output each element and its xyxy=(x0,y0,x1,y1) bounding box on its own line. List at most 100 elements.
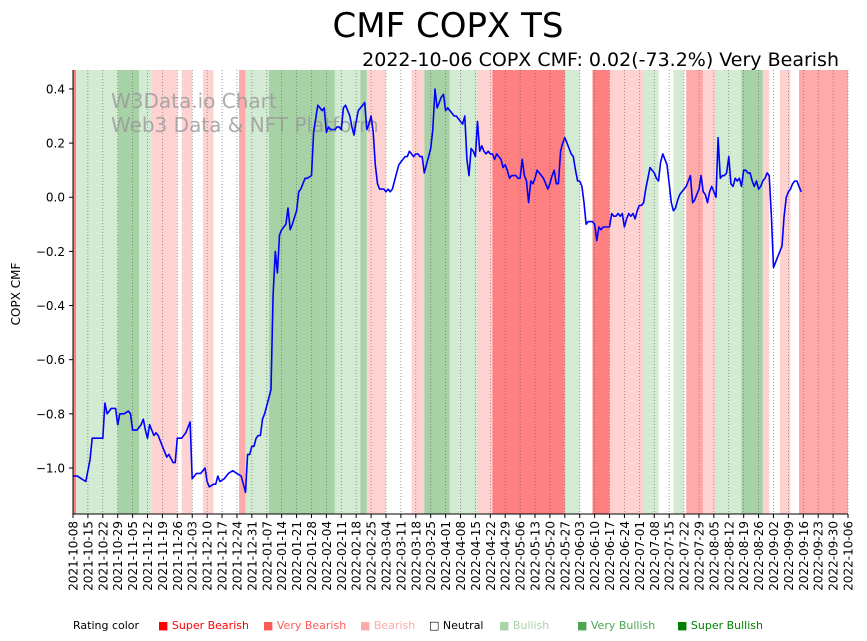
y-tick-label: −0.8 xyxy=(36,407,65,421)
legend-title: Rating color xyxy=(73,619,140,632)
x-tick-label: 2022-09-16 xyxy=(797,521,811,591)
rating-band-very-bullish xyxy=(741,70,763,514)
x-tick-label: 2021-12-31 xyxy=(245,521,259,591)
x-tick-label: 2022-07-08 xyxy=(648,521,662,591)
legend-item-bearish: ■ Bearish xyxy=(360,619,415,632)
legend-item-super-bullish: ■ Super Bullish xyxy=(677,619,763,632)
x-tick-label: 2022-01-28 xyxy=(305,521,319,591)
x-tick-label: 2022-04-08 xyxy=(454,521,468,591)
x-tick-label: 2022-03-11 xyxy=(394,521,408,591)
x-tick-label: 2021-12-17 xyxy=(216,521,230,591)
watermark-line-2: Web3 Data & NFT Platform xyxy=(111,113,379,137)
x-tick-label: 2022-10-06 xyxy=(842,521,856,591)
rating-band-bearish xyxy=(779,70,791,514)
y-tick-label: 0.0 xyxy=(46,191,65,205)
x-tick-label: 2022-08-19 xyxy=(737,521,751,591)
x-tick-label: 2021-12-10 xyxy=(201,521,215,591)
y-tick-label: −0.6 xyxy=(36,353,65,367)
rating-band-very-bearish xyxy=(686,70,704,514)
x-tick-label: 2021-10-08 xyxy=(67,521,81,591)
rating-band-bearish xyxy=(477,70,493,514)
rating-band-bearish xyxy=(366,70,386,514)
rating-band-very-bullish xyxy=(117,70,140,514)
x-tick-label: 2022-03-25 xyxy=(424,521,438,591)
x-tick-label: 2021-10-15 xyxy=(81,521,95,591)
x-tick-label: 2022-05-20 xyxy=(543,521,557,591)
rating-band-super-bearish xyxy=(492,70,565,514)
x-tick-label: 2022-03-04 xyxy=(379,521,393,591)
x-tick-label: 2022-02-25 xyxy=(365,521,379,591)
x-tick-label: 2022-07-15 xyxy=(663,521,677,591)
rating-band-bearish xyxy=(181,70,193,514)
watermark-line-1: W3Data.io Chart xyxy=(111,89,277,113)
x-tick-label: 2022-01-21 xyxy=(290,521,304,591)
x-tick-label: 2022-07-01 xyxy=(633,521,647,591)
x-tick-label: 2022-04-15 xyxy=(469,521,483,591)
x-tick-label: 2022-02-18 xyxy=(350,521,364,591)
x-tick-label: 2022-08-05 xyxy=(707,521,721,591)
x-tick-label: 2022-09-30 xyxy=(827,521,841,591)
rating-band-bullish xyxy=(139,70,152,514)
x-tick-label: 2021-11-05 xyxy=(126,521,140,591)
legend-item-bullish: ■ Bullish xyxy=(499,619,549,632)
x-tick-label: 2022-03-18 xyxy=(409,521,423,591)
x-tick-label: 2022-06-10 xyxy=(588,521,602,591)
rating-band-very-bearish xyxy=(239,70,246,514)
x-tick-label: 2022-06-03 xyxy=(573,521,587,591)
y-tick-label: −1.0 xyxy=(36,461,65,475)
y-tick-label: 0.2 xyxy=(46,137,65,151)
rating-band-bearish xyxy=(411,70,425,514)
x-tick-label: 2022-05-13 xyxy=(529,521,543,591)
rating-legend: Rating color ■ Super Bearish ■ Very Bearis… xyxy=(73,619,763,632)
x-tick-label: 2022-09-23 xyxy=(812,521,826,591)
x-tick-label: 2021-10-22 xyxy=(96,521,110,591)
rating-band-very-bullish xyxy=(424,70,450,514)
rating-band-bullish xyxy=(449,70,478,514)
x-tick-label: 2022-05-27 xyxy=(558,521,572,591)
x-tick-label: 2022-06-24 xyxy=(618,521,632,591)
rating-band-super-bearish xyxy=(592,70,610,514)
x-tick-label: 2022-01-07 xyxy=(260,521,274,591)
x-tick-label: 2021-11-26 xyxy=(171,521,185,591)
x-tick-label: 2022-07-29 xyxy=(692,521,706,591)
legend-item-very-bearish: ■ Very Bearish xyxy=(263,619,346,632)
rating-band-bullish xyxy=(76,70,118,514)
rating-band-bearish xyxy=(762,70,770,514)
x-tick-label: 2022-01-14 xyxy=(275,521,289,591)
rating-band-very-bullish xyxy=(360,70,367,514)
x-tick-label: 2022-08-26 xyxy=(752,521,766,591)
x-axis: 2021-10-08 2021-10-15 2021-10-22 2021-10-29… xyxy=(67,513,856,591)
x-tick-label: 2022-08-12 xyxy=(722,521,736,591)
legend-item-very-bullish: ■ Very Bullish xyxy=(577,619,655,632)
x-tick-label: 2022-04-01 xyxy=(439,521,453,591)
x-tick-label: 2022-05-06 xyxy=(514,521,528,591)
x-tick-label: 2021-11-12 xyxy=(141,521,155,591)
vertical-gridlines xyxy=(72,70,849,514)
x-tick-label: 2021-12-24 xyxy=(230,521,244,591)
x-tick-label: 2022-02-11 xyxy=(335,521,349,591)
rating-band-bearish xyxy=(609,70,644,514)
rating-band-bullish xyxy=(643,70,659,514)
legend-item-neutral: □ Neutral xyxy=(429,619,484,632)
rating-band-bearish xyxy=(151,70,178,514)
x-tick-label: 2022-04-22 xyxy=(484,521,498,591)
x-tick-label: 2021-11-19 xyxy=(156,521,170,591)
rating-band-bearish xyxy=(703,70,716,514)
legend-item-super-bearish: ■ Super Bearish xyxy=(158,619,249,632)
y-axis-label: COPX CMF xyxy=(9,263,23,326)
x-tick-label: 2021-10-29 xyxy=(111,521,125,591)
chart-title: CMF COPX TS xyxy=(333,6,564,46)
x-tick-label: 2021-12-03 xyxy=(186,521,200,591)
rating-band-bullish xyxy=(673,70,685,514)
rating-band-bullish xyxy=(245,70,269,514)
rating-band-bearish xyxy=(202,70,214,514)
chart-subtitle: 2022-10-06 COPX CMF: 0.02(-73.2%) Very B… xyxy=(362,49,839,71)
x-tick-label: 2022-09-09 xyxy=(782,521,796,591)
rating-band-bullish xyxy=(564,70,580,514)
x-tick-label: 2022-06-17 xyxy=(603,521,617,591)
x-tick-label: 2022-07-22 xyxy=(678,521,692,591)
cmf-series-line xyxy=(73,88,802,494)
y-tick-label: −0.2 xyxy=(36,245,65,259)
rating-band-super-bearish xyxy=(73,70,77,514)
